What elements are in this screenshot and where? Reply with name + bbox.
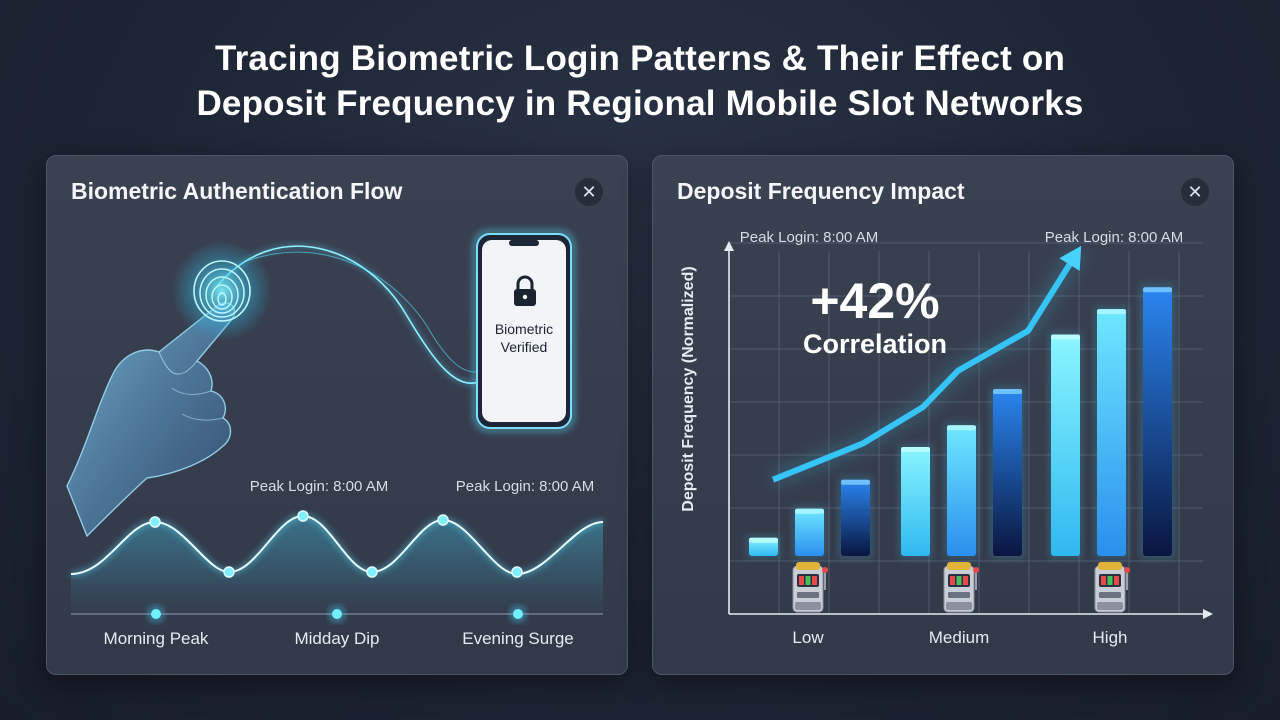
wave-annotation-2: Peak Login: 8:00 AM xyxy=(456,478,594,495)
wave-point xyxy=(366,566,378,578)
wave-point xyxy=(149,516,161,528)
wave-point xyxy=(511,566,523,578)
peak-annotation-2: Peak Login: 8:00 AM xyxy=(1045,229,1183,246)
bar-high-2 xyxy=(1097,309,1126,556)
slot-machine-icon xyxy=(1094,562,1130,613)
title-line-2: Deposit Frequency in Regional Mobile Slo… xyxy=(196,84,1084,123)
bar-cap xyxy=(1097,309,1126,315)
login-wave-chart xyxy=(70,510,604,616)
wave-point xyxy=(297,510,309,522)
lock-icon xyxy=(514,275,536,306)
slot-machines xyxy=(792,562,1130,613)
bar-cap xyxy=(749,537,778,543)
chart-axes xyxy=(724,241,1213,619)
phone-text-line-1: Biometric xyxy=(495,321,553,337)
bar-medium-1 xyxy=(901,447,930,556)
slot-machine-icon xyxy=(943,562,979,613)
timeline-label-morning: Morning Peak xyxy=(104,629,209,648)
biometric-flow-panel: Biometric Verified Peak Login: 8:00 AM P… xyxy=(46,155,628,675)
bar-cap xyxy=(841,479,870,485)
panel-title-right: Deposit Frequency Impact xyxy=(677,178,965,204)
wave-point xyxy=(437,514,449,526)
wave-annotation-1: Peak Login: 8:00 AM xyxy=(250,478,388,495)
page-title: Tracing Biometric Login Patterns & Their… xyxy=(0,36,1280,126)
trend-line xyxy=(771,249,1081,483)
timeline-dot xyxy=(332,609,342,619)
connection-arc xyxy=(215,244,488,386)
bar-medium-2 xyxy=(947,425,976,556)
bar-cap xyxy=(993,388,1022,394)
timeline-label-midday: Midday Dip xyxy=(294,629,379,648)
bar-cap xyxy=(947,425,976,431)
correlation-value: +42% xyxy=(810,273,939,329)
deposit-impact-panel: Deposit Frequency (Normalized) Peak Logi… xyxy=(652,155,1234,675)
bar-cap xyxy=(1143,287,1172,293)
y-axis-label: Deposit Frequency (Normalized) xyxy=(680,266,697,511)
bar-high-3 xyxy=(1143,287,1172,556)
deposit-frequency-chart: Deposit Frequency (Normalized) Peak Logi… xyxy=(680,229,1213,647)
wave-point xyxy=(223,566,235,578)
phone-text-line-2: Verified xyxy=(501,339,548,355)
timeline-dot xyxy=(151,609,161,619)
close-button-right[interactable]: ✕ xyxy=(1181,178,1209,206)
timeline-label-evening: Evening Surge xyxy=(462,629,574,648)
bar-cap xyxy=(1051,334,1080,340)
smartphone-icon xyxy=(472,229,576,433)
fingerprint-icon xyxy=(172,241,272,341)
biometric-illustration: Biometric Verified Peak Login: 8:00 AM P… xyxy=(66,229,604,648)
bar-low-2 xyxy=(795,508,824,556)
y-axis-arrow xyxy=(724,241,734,251)
bar-medium-3 xyxy=(993,388,1022,556)
category-label-low: Low xyxy=(792,628,824,647)
trend-arrow xyxy=(770,245,1085,488)
x-axis-arrow xyxy=(1203,609,1213,619)
timeline-dot xyxy=(513,609,523,619)
trend-arrowhead xyxy=(1059,245,1082,271)
hand-icon xyxy=(66,302,236,538)
chart-bars xyxy=(746,284,1175,559)
close-button-left[interactable]: ✕ xyxy=(575,178,603,206)
category-label-high: High xyxy=(1093,628,1128,647)
timeline xyxy=(71,605,603,623)
bar-cap xyxy=(901,447,930,453)
peak-annotation-1: Peak Login: 8:00 AM xyxy=(740,229,878,246)
bar-cap xyxy=(795,508,824,514)
bar-low-3 xyxy=(841,479,870,556)
correlation-label: Correlation xyxy=(803,329,947,359)
slot-machine-icon xyxy=(792,562,828,613)
bar-high-1 xyxy=(1051,334,1080,556)
wave-points xyxy=(149,510,523,578)
panel-title-left: Biometric Authentication Flow xyxy=(71,178,403,204)
category-label-medium: Medium xyxy=(929,628,989,647)
title-line-1: Tracing Biometric Login Patterns & Their… xyxy=(214,39,1066,78)
